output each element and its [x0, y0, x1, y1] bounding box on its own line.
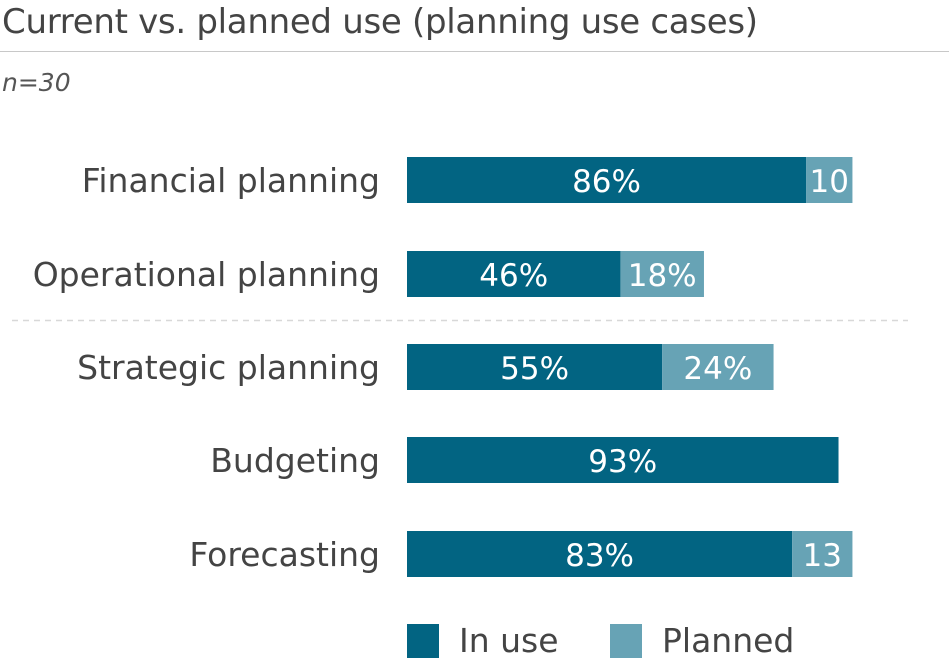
bar-in-use — [407, 344, 663, 390]
data-label: 93% — [588, 444, 657, 480]
data-label: 83% — [565, 538, 634, 574]
data-label: 13 — [803, 538, 842, 574]
category-label: Budgeting — [210, 441, 380, 480]
bar-in-use — [407, 531, 793, 577]
data-label: 10 — [810, 164, 849, 200]
bar-planned — [620, 251, 704, 297]
legend-label: In use — [459, 621, 559, 660]
legend-swatch — [407, 624, 439, 658]
data-label: 46% — [479, 258, 548, 294]
category-label: Forecasting — [189, 535, 380, 574]
bar-in-use — [407, 437, 839, 483]
bar-in-use — [407, 157, 807, 203]
bar-planned — [806, 157, 853, 203]
bar-planned — [662, 344, 774, 390]
data-label: 55% — [500, 351, 569, 387]
title-rule — [0, 51, 949, 52]
data-label: 86% — [572, 164, 641, 200]
category-label: Operational planning — [33, 255, 380, 294]
data-label: 18% — [628, 258, 697, 294]
legend-label: Planned — [662, 621, 794, 660]
category-label: Financial planning — [82, 161, 380, 200]
bar-in-use — [407, 251, 621, 297]
legend-swatch — [610, 624, 642, 658]
chart-subtitle: n=30 — [2, 68, 71, 97]
bar-planned — [792, 531, 853, 577]
chart-title: Current vs. planned use (planning use ca… — [2, 2, 758, 42]
category-label: Strategic planning — [77, 348, 380, 387]
data-label: 24% — [683, 351, 752, 387]
